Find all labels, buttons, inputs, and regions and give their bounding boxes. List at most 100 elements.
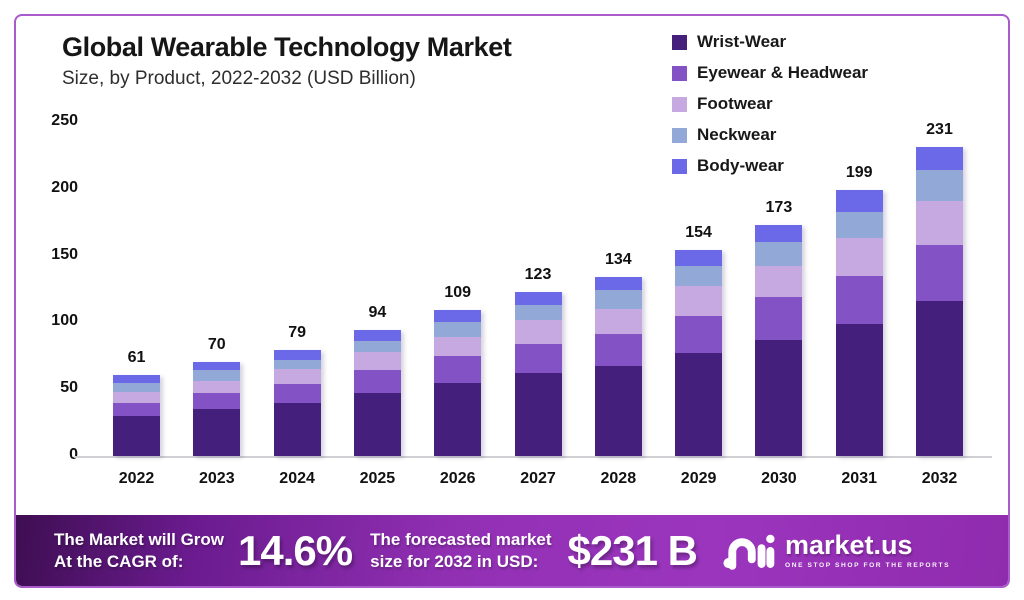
bar-segment-eyewear-headwear [514,343,562,374]
x-axis-baseline [74,456,992,458]
legend: Wrist-Wear Eyewear & Headwear Footwear N… [672,32,868,176]
bar-segment-eyewear-headwear [113,402,160,416]
bar-segment-footwear [594,309,642,335]
bar-segment-footwear [193,381,241,394]
bar-segment-wrist-wear [594,366,642,456]
x-axis-label-2032: 2032 [921,470,958,487]
bar-segment-footwear [755,266,803,298]
legend-label: Eyewear & Headwear [697,63,869,82]
bar-total-label: 79 [288,324,306,342]
legend-swatch-neckwear [672,127,687,143]
cagr-label-line1: The Market will Grow [54,529,225,549]
stacked-bar-2025 [353,330,401,456]
bar-total-label: 173 [765,198,793,216]
x-axis-label-2028: 2028 [600,470,637,487]
y-axis-tick-label: 250 [51,112,78,129]
bar-segment-wrist-wear [514,373,562,456]
bar-total-label: 70 [207,336,226,354]
legend-swatch-body-wear [672,158,687,174]
bar-total-label: 123 [524,265,552,283]
bar-segment-neckwear [273,359,321,370]
legend-item-eyewear-headwear: Eyewear & Headwear [672,63,868,83]
bar-total-label: 199 [845,164,873,182]
bar-segment-neckwear [594,290,642,310]
bar-segment-wrist-wear [353,393,401,456]
bar-segment-body-wear [514,291,562,306]
x-axis-label-2031: 2031 [841,470,877,487]
bar-segment-eyewear-headwear [193,393,241,410]
forecast-label-line1: The forecasted market [370,529,552,549]
bar-segment-eyewear-headwear [755,297,803,340]
x-axis-label-2025: 2025 [359,470,396,487]
bar-segment-wrist-wear [434,382,482,456]
bar-segment-footwear [916,200,963,245]
stacked-bar-2028 [594,276,642,456]
legend-swatch-footwear [672,96,687,112]
y-axis-tick-label: 150 [51,245,78,263]
bar-segment-body-wear [755,224,803,243]
stacked-bar-2027 [514,291,562,456]
bar-segment-wrist-wear [675,353,723,456]
bar-segment-body-wear [113,374,160,383]
forecast-label: The forecasted market size for 2032 in U… [370,529,551,573]
bar-segment-neckwear [353,341,401,352]
bar-segment-wrist-wear [113,415,160,456]
bar-total-label: 94 [368,304,387,322]
stacked-bar-2031 [835,190,883,456]
stacked-bar-2024 [273,350,321,456]
bar-segment-body-wear [594,276,642,291]
bar-segment-eyewear-headwear [594,334,642,367]
legend-label: Body-wear [697,156,784,175]
stacked-bar-2026 [434,310,482,456]
bar-segment-neckwear [514,305,562,320]
bar-segment-body-wear [353,330,401,342]
bar-segment-wrist-wear [193,409,241,456]
legend-swatch-eyewear-headwear [672,65,687,81]
legend-label: Wrist-Wear [697,32,787,51]
bar-segment-body-wear [193,362,241,371]
bar-segment-wrist-wear [273,402,321,456]
footer-banner: The Market will Grow At the CAGR of: 14.… [16,515,1008,586]
stacked-bar-2030 [755,224,803,456]
bar-segment-eyewear-headwear [916,244,963,302]
forecast-label-line2: size for 2032 in USD: [370,551,539,571]
bar-segment-footwear [835,238,883,276]
bar-total-label: 231 [926,121,953,139]
bar-segment-neckwear [434,322,482,338]
legend-item-footwear: Footwear [672,94,868,114]
bar-segment-footwear [675,286,723,316]
y-axis-tick-label: 200 [51,178,78,196]
cagr-value: 14.6% [238,526,353,574]
bar-segment-eyewear-headwear [353,370,401,394]
y-axis-tick-label: 50 [60,379,78,397]
x-axis-label-2023: 2023 [199,470,235,487]
y-axis-tick-label: 100 [51,312,78,330]
bar-total-label: 134 [604,250,632,268]
x-axis-label-2029: 2029 [680,470,717,487]
bar-total-label: 61 [127,348,146,366]
x-axis-label-2022: 2022 [118,470,155,487]
bar-segment-neckwear [916,170,963,201]
y-axis-tick-label: 0 [69,446,78,463]
brand-name: market.us [784,530,913,560]
legend-label: Neckwear [697,125,777,144]
bar-segment-body-wear [434,310,482,323]
chart-subtitle: Size, by Product, 2022-2032 (USD Billion… [62,68,416,89]
bar-segment-footwear [113,391,160,403]
brand-block: market.us ONE STOP SHOP FOR THE REPORTS [723,532,950,570]
bar-total-label: 109 [444,284,472,302]
bar-segment-footwear [353,351,401,371]
x-axis-label-2024: 2024 [279,470,315,487]
bar-segment-wrist-wear [755,339,803,456]
legend-label: Footwear [697,94,773,113]
stacked-bar-2023 [193,362,241,456]
x-axis-label-2026: 2026 [439,470,476,487]
chart-frame: Global Wearable Technology Market Size, … [14,14,1010,588]
forecast-value: $231 B [567,526,698,574]
bar-segment-footwear [514,319,562,344]
bar-segment-eyewear-headwear [273,383,321,403]
bar-segment-neckwear [835,211,883,239]
cagr-label: The Market will Grow At the CAGR of: [54,529,224,573]
plot-area: 0 50 100 150 200 250 61 2022 70 2023 79 2024 94 2025 1… [16,16,1008,586]
